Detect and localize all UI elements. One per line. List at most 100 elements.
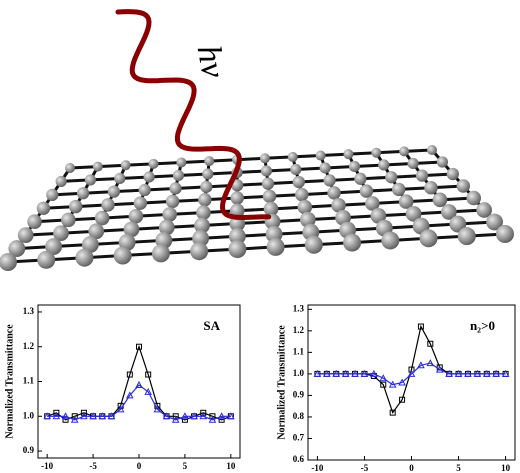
y-tick-label: 0.9 [293, 389, 305, 399]
y-tick-label: 0.9 [23, 445, 35, 455]
atom [196, 205, 211, 220]
atom [27, 214, 42, 229]
x-tick-label: 10 [226, 461, 236, 471]
atom [228, 240, 247, 259]
atom [287, 151, 298, 162]
series-line [47, 384, 231, 421]
data-point [322, 369, 331, 377]
atom [297, 199, 313, 215]
data-point [426, 359, 435, 367]
y-tick-label: 1.2 [23, 341, 35, 351]
y-tick-label: 1.1 [23, 376, 35, 386]
atom [36, 201, 51, 216]
atom [128, 208, 144, 224]
atom [398, 194, 414, 209]
atom [315, 150, 326, 161]
atom [327, 186, 341, 200]
atom [456, 179, 470, 193]
data-point [61, 412, 70, 420]
data-point [145, 371, 152, 378]
light-wave [115, 9, 272, 220]
atom [365, 196, 380, 211]
atom [343, 149, 354, 160]
x-tick-label: -5 [89, 461, 97, 471]
series-line [317, 362, 506, 386]
atom [335, 209, 351, 226]
atom [45, 238, 63, 255]
data-point [144, 387, 153, 395]
data-point [492, 369, 501, 377]
atom [263, 201, 279, 217]
atom [120, 160, 131, 171]
data-point [226, 412, 235, 420]
data-point [162, 412, 171, 420]
atom [381, 231, 400, 250]
data-point [80, 409, 87, 416]
data-point [445, 369, 453, 377]
data-point [417, 361, 425, 369]
atom [359, 184, 374, 198]
atom [138, 183, 151, 197]
atom [261, 177, 275, 190]
atom [432, 192, 448, 208]
atom [348, 160, 361, 173]
data-point [80, 412, 88, 420]
atom [198, 193, 212, 207]
atom [304, 235, 323, 254]
atom [262, 189, 277, 204]
data-point [427, 340, 434, 347]
atom [194, 217, 210, 234]
data-point [200, 409, 207, 416]
atom [424, 181, 438, 195]
atom [69, 199, 83, 214]
y-tick-label: 0.7 [293, 433, 305, 443]
atom [107, 185, 121, 198]
data-point [218, 416, 225, 423]
atom [331, 198, 346, 213]
photon-label: hν [190, 43, 232, 82]
atom [323, 174, 336, 187]
atom [295, 187, 309, 202]
atom [299, 211, 316, 228]
atom [415, 169, 429, 182]
data-point [43, 412, 52, 420]
data-point [208, 415, 217, 423]
data-point [209, 413, 216, 420]
x-tick-label: 10 [501, 463, 511, 473]
atom [143, 171, 155, 183]
atom [354, 172, 367, 185]
data-point [70, 415, 79, 423]
atom [486, 213, 504, 231]
data-point [181, 412, 189, 420]
atom [202, 168, 214, 180]
x-tick-label: 0 [409, 463, 414, 473]
atom [466, 190, 482, 206]
data-point [199, 412, 208, 420]
series-line [46, 344, 232, 421]
atom [436, 156, 448, 168]
atom [17, 227, 34, 243]
data-point [135, 380, 143, 388]
y-tick-label: 0.6 [293, 454, 305, 464]
series-line [317, 324, 506, 414]
atom [101, 198, 115, 212]
data-point [408, 366, 415, 373]
atom [75, 248, 94, 267]
atom [165, 194, 180, 209]
annotation: n₂>0 [470, 318, 495, 333]
atom [496, 225, 514, 243]
data-point [125, 391, 134, 399]
atom [419, 229, 438, 248]
atom [88, 223, 105, 240]
atom [290, 163, 302, 176]
data-point [98, 412, 107, 420]
data-point [399, 396, 406, 403]
graphene-lattice [0, 145, 514, 271]
x-tick-label: 5 [456, 463, 461, 473]
x-tick-label: -10 [311, 463, 323, 473]
atom [84, 174, 97, 186]
atom [343, 233, 362, 252]
data-point [454, 369, 463, 377]
data-point [482, 369, 491, 377]
